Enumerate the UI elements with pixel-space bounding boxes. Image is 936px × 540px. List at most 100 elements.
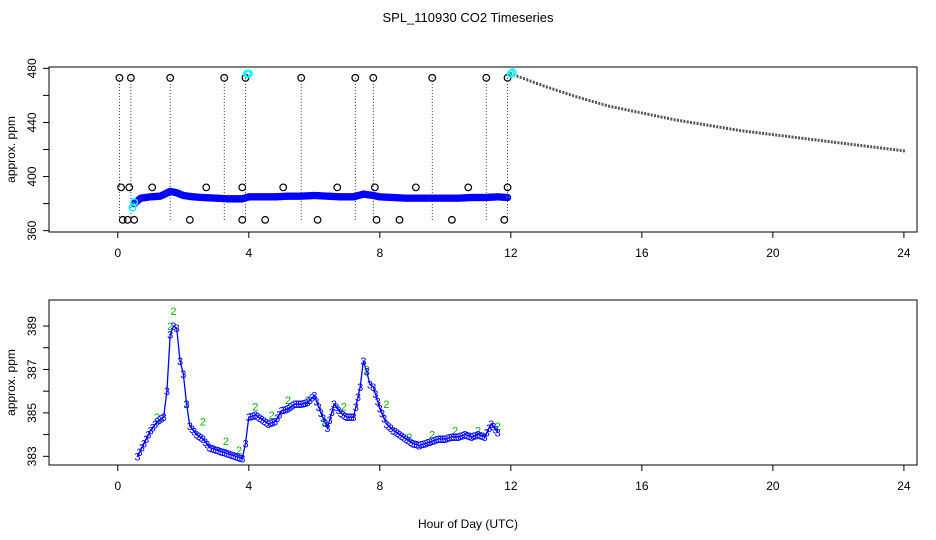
panel-top: approx. ppm 0 4 8 12 16 20 24 360 400 440 480 [4, 58, 918, 260]
series-3-point: 3 [158, 414, 164, 426]
marker-top [369, 73, 378, 82]
trail-point [539, 83, 542, 87]
marker-low [313, 215, 322, 224]
marker-low [395, 215, 404, 224]
series-3-point: 3 [187, 421, 193, 433]
series-2-point: 2 [452, 425, 458, 437]
marker-mid [148, 183, 157, 192]
y-tick-label-bottom: 383 [25, 446, 39, 466]
trail-point [873, 145, 876, 149]
trail-point [732, 127, 735, 131]
x-tick-label-bottom: 12 [504, 479, 518, 493]
series-2-point: 2 [200, 417, 206, 429]
series-3-point: 3 [403, 434, 409, 446]
marker-mid [411, 183, 420, 192]
series-3-point: 3 [410, 438, 416, 450]
series-3-point: 3 [224, 448, 230, 460]
trail-point [644, 112, 647, 116]
series-3-point: 3 [196, 431, 202, 443]
trail-point [529, 79, 532, 83]
series-2-point: 2 [406, 432, 412, 444]
series-3-point: 3 [265, 419, 271, 431]
trail-point [821, 139, 824, 143]
series-3-point: 3 [462, 430, 468, 442]
trail-point [722, 126, 725, 130]
trail-point [788, 135, 791, 139]
series-2-point: 2 [341, 401, 347, 413]
trail-point [624, 108, 627, 112]
x-tick-label-top: 0 [114, 246, 121, 260]
series-3-point: 3 [438, 434, 444, 446]
marker-mid [503, 183, 512, 192]
trail-point [709, 124, 712, 128]
series-2-point: 2 [252, 401, 258, 413]
series-2-point: 2 [154, 412, 160, 424]
series-3-point: 3 [278, 406, 284, 418]
series-3-point: 3 [281, 405, 287, 417]
series-3-point: 3 [455, 432, 461, 444]
trail-point [794, 135, 797, 139]
trail-point [667, 116, 670, 120]
series-3-point: 3 [198, 433, 204, 445]
series-3-point: 3 [399, 431, 405, 443]
series-3-point: 3 [270, 417, 276, 429]
series-3-point: 3 [434, 435, 440, 447]
series-3-point: 3 [228, 450, 234, 462]
series-3-point: 3 [429, 436, 435, 448]
trail-point [726, 126, 729, 130]
marker-mid [333, 183, 342, 192]
x-axis-label: Hour of Day (UTC) [418, 517, 518, 531]
series-3-point: 3 [479, 431, 485, 443]
trail-point [814, 138, 817, 142]
series-3-point: 3 [324, 423, 330, 435]
co2-point [503, 193, 512, 202]
series-3-point: 3 [449, 432, 455, 444]
series-3-point: 3 [209, 443, 215, 455]
trail-point [771, 133, 774, 137]
series-3-point: 3 [436, 434, 442, 446]
series-3-point: 3 [261, 416, 267, 428]
series-3-point: 3 [147, 425, 153, 437]
trail-point [696, 122, 699, 126]
chart-title: SPL_110930 CO2 Timeseries [382, 10, 554, 25]
series-3-point: 3 [217, 446, 223, 458]
series-3-point: 3 [276, 409, 282, 421]
series-3-point: 3 [458, 431, 464, 443]
series-3-point: 3 [344, 412, 350, 424]
series-3-point: 3 [375, 396, 381, 408]
series-3-point: 3 [294, 399, 300, 411]
marker-low [447, 215, 456, 224]
x-tick-label-top: 24 [897, 246, 911, 260]
series-3-point: 3 [316, 402, 322, 414]
series-3-point: 3 [370, 382, 376, 394]
trail-point [784, 134, 787, 138]
series-3-point: 3 [204, 440, 210, 452]
series-3-point: 3 [460, 430, 466, 442]
trail-point [686, 120, 689, 124]
trail-point [729, 127, 732, 131]
marker-mid [371, 183, 379, 192]
series-3-point: 3 [235, 452, 241, 464]
series-2-point: 2 [305, 395, 311, 407]
trail-point [581, 97, 584, 101]
series-2-point: 2 [170, 306, 176, 318]
marker-low [372, 215, 381, 224]
series-3-point: 3 [263, 417, 269, 429]
series-3-point: 3 [215, 446, 221, 458]
series-3-point: 3 [333, 402, 339, 414]
series-3-point: 3 [230, 451, 236, 463]
trail-point [824, 139, 827, 143]
cyan-point [506, 69, 515, 78]
marker-mid [238, 183, 247, 192]
series-3-point: 3 [152, 419, 158, 431]
series-3-point: 3 [242, 438, 248, 450]
trail-point [660, 115, 663, 119]
plot-frame-top [48, 66, 918, 233]
trail-point [886, 147, 889, 151]
trail-point [762, 131, 765, 135]
trail-point [637, 110, 640, 114]
series-3-point: 3 [477, 430, 483, 442]
trail-point [870, 145, 873, 149]
y-tick-label-bottom: 389 [25, 316, 39, 336]
